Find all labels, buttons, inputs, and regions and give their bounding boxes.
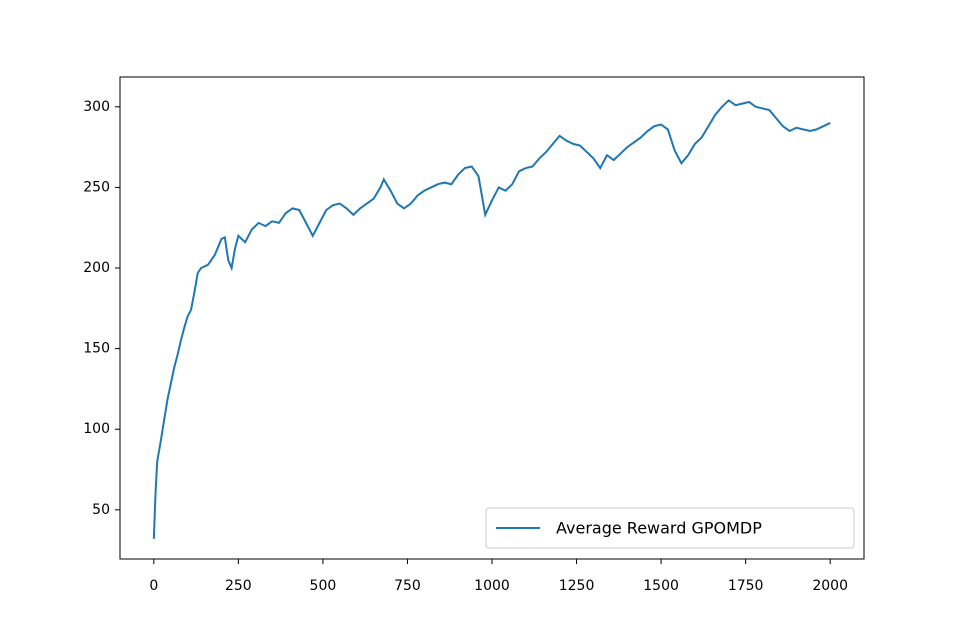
legend-label: Average Reward GPOMDP	[556, 519, 762, 538]
y-tick-label: 300	[83, 99, 110, 115]
y-tick-label: 250	[83, 179, 110, 195]
x-tick-label: 750	[394, 578, 421, 594]
legend-box	[485, 507, 855, 549]
x-tick-label: 0	[149, 578, 158, 594]
x-tick-label: 1500	[643, 578, 679, 594]
y-tick-label: 50	[92, 502, 110, 518]
data-line	[152, 99, 831, 539]
x-tick-label: 1000	[474, 578, 510, 594]
x-tick-label: 1750	[728, 578, 764, 594]
plot-frame	[119, 76, 865, 560]
x-tick-label: 1250	[559, 578, 595, 594]
x-tick-label: 250	[225, 578, 252, 594]
y-tick-label: 200	[83, 260, 110, 276]
y-tick-label: 100	[83, 421, 110, 437]
x-tick-label: 500	[310, 578, 337, 594]
x-tick-label: 2000	[812, 578, 848, 594]
y-tick-label: 150	[83, 341, 110, 357]
